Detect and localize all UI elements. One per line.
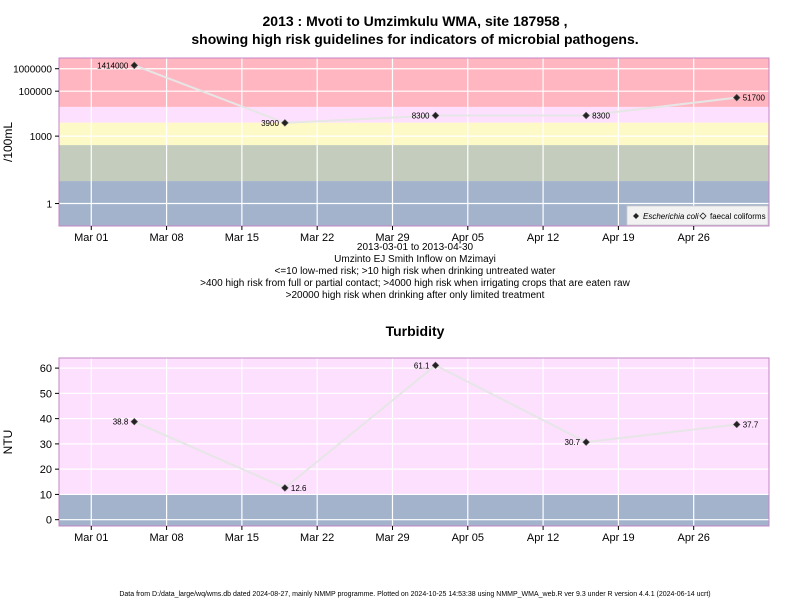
x-tick-label: Mar 15 [225,232,259,244]
risk-band [59,145,769,182]
data-point [733,93,741,102]
data-point [281,484,289,492]
x-tick-label: Mar 29 [375,232,409,244]
top-plot-area: Mar 01 Mar 08 Mar 15 Mar 22 Mar 29 Apr 05 Apr … [1,57,770,244]
y-tick-label: 30 [40,439,52,451]
legend-box [626,205,769,226]
y-tick-label: 1000 [30,132,53,143]
x-tick-label: Mar 01 [74,532,108,544]
x-tick-label: Apr 26 [677,532,709,544]
risk-band [59,494,769,526]
legend-marker-ecoli [633,213,639,219]
plot-frame [58,57,770,227]
bottom-chart-title: Turbidity [386,323,445,339]
y-tick-label: 1000000 [13,65,52,76]
data-label: 61.1 [414,361,430,370]
data-label: 3900 [261,119,279,128]
caption-line-1: 2013-03-01 to 2013-04-30 [357,242,474,253]
y-tick-label: 100000 [19,87,53,98]
y-tick-label: 60 [40,363,52,375]
y-axis-label: /100mL [1,122,15,162]
risk-band [59,358,769,495]
data-label: 1414000 [97,61,129,70]
risk-band [59,122,769,146]
data-label: 12.6 [291,484,307,493]
caption-line-4: >400 high risk from full or partial cont… [200,278,630,289]
x-tick-label: Apr 12 [527,232,559,244]
caption-line-2: Umzinto EJ Smith Inflow on Mzimayi [334,254,496,265]
x-tick-label: Apr 12 [527,532,559,544]
x-tick-label: Apr 26 [677,232,709,244]
data-label: 51700 [743,94,766,103]
y-tick-label: 40 [40,414,52,426]
y-tick-label: 50 [40,388,52,400]
data-point [582,111,590,120]
y-tick-label: 0 [46,515,52,527]
plot-frame [58,357,770,527]
x-tick-label: Apr 19 [602,232,634,244]
data-point [431,361,440,370]
legend-marker-faecal [699,212,707,220]
data-label: 30.7 [565,438,581,447]
legend-label-ecoli: Escherichia coli [643,212,699,221]
risk-band [59,106,769,123]
bottom-plot-area: Mar 01 Mar 08 Mar 15 Mar 22 Mar 29 Apr 05 Apr … [1,357,770,544]
data-point [431,111,440,120]
y-tick-label: 20 [40,464,52,476]
top-chart-subtitle: showing high risk guidelines for indicat… [191,31,638,47]
x-tick-label: Apr 05 [452,532,484,544]
data-point [733,420,741,429]
y-axis-label: NTU [1,430,15,455]
top-chart-caption: 2013-03-01 to 2013-04-30 Umzinto EJ Smit… [200,242,630,301]
x-tick-label: Mar 08 [149,232,183,244]
data-label: 37.7 [743,420,759,429]
legend-label-faecal: faecal coliforms [710,212,766,221]
data-point [130,417,139,426]
y-tick-label: 1 [46,200,52,211]
y-tick-label: 10 [40,489,52,501]
data-point [582,438,590,446]
data-label: 8300 [412,111,430,120]
legend: Escherichia coli faecal coliforms [626,205,769,226]
data-point [130,61,139,70]
data-label: 38.8 [113,418,129,427]
footer-note: Data from D:/data_large/wq/wms.db dated … [119,591,710,598]
x-tick-label: Mar 01 [74,232,108,244]
x-tick-label: Mar 15 [225,532,259,544]
top-chart-title-line1: 2013 : Mvoti to Umzimkulu WMA, site 1879… [263,13,568,29]
risk-band [59,58,769,107]
x-tick-label: Mar 22 [300,532,334,544]
caption-line-5: >20000 high risk when drinking after onl… [286,290,545,301]
top-chart-title: 2013 : Mvoti to Umzimkulu WMA, site 1879… [191,13,638,47]
x-tick-label: Apr 05 [452,232,484,244]
x-tick-label: Mar 22 [300,232,334,244]
x-tick-label: Apr 19 [602,532,634,544]
data-label: 8300 [592,111,610,120]
x-tick-label: Mar 08 [149,532,183,544]
caption-line-3: <=10 low-med risk; >10 high risk when dr… [275,266,557,277]
data-point [281,119,289,127]
x-tick-label: Mar 29 [375,532,409,544]
